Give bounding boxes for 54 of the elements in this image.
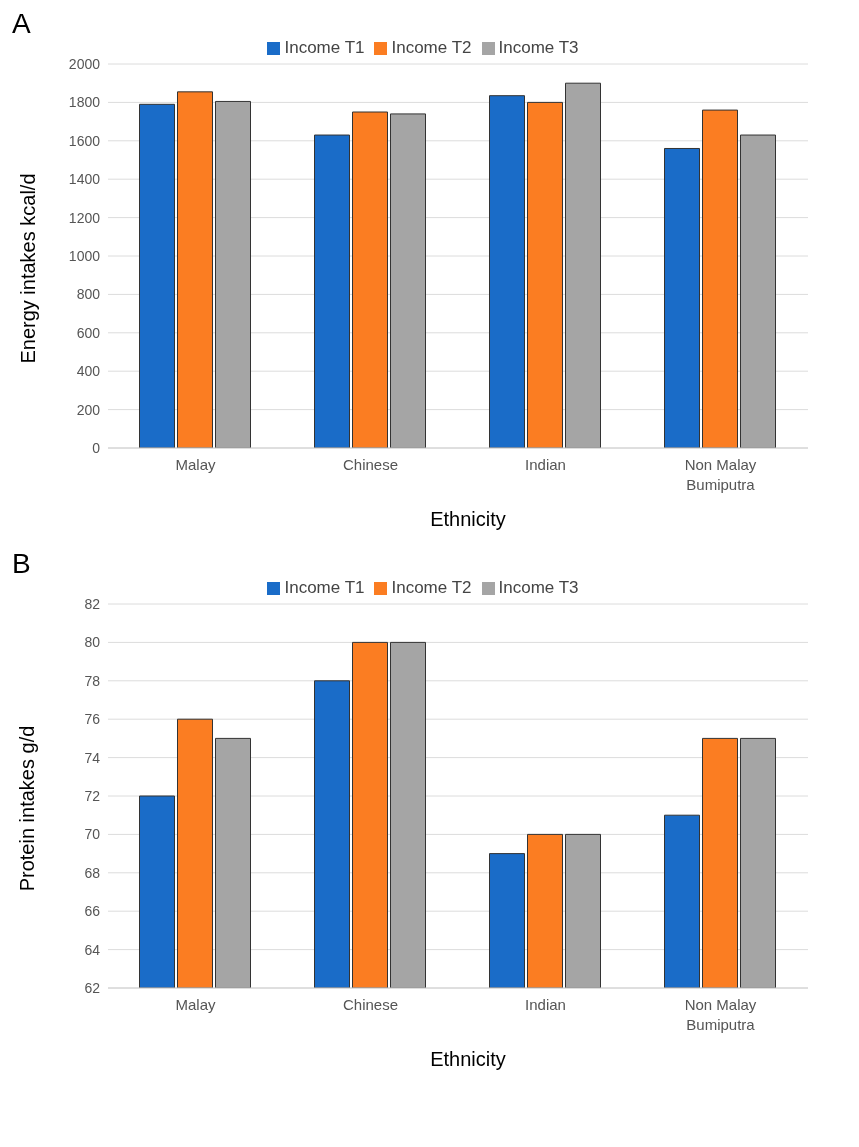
x-tick-label: Malay [175,456,216,473]
bar [390,113,426,448]
legend-label: Income T2 [391,578,472,597]
legend-label: Income T3 [498,578,579,597]
bar [740,134,776,448]
y-tick-label: 2000 [68,55,101,72]
x-axis-title: Ethnicity [429,508,507,531]
y-tick-label: 64 [84,941,101,958]
y-tick-label: 600 [76,324,101,341]
x-tick-label: Malay [175,996,216,1013]
y-tick-label: 200 [76,401,101,418]
bar [527,101,563,448]
legend-label: Income T3 [498,38,579,57]
x-tick-label: Non Malay Bumiputra [684,996,757,1033]
y-tick-label: 82 [84,595,101,612]
x-tick-label: Non Malay Bumiputra [684,456,757,493]
y-tick-label: 800 [76,286,101,303]
y-axis-title: Protein intakes g/d [16,725,40,891]
bar [314,134,350,448]
y-tick-label: 62 [84,979,101,996]
bar [352,111,388,448]
x-tick-label: Chinese [342,996,399,1013]
y-tick-label: 1400 [68,171,101,188]
y-tick-label: 0 [92,439,101,456]
y-tick-label: 78 [84,672,101,689]
y-tick-label: 74 [84,749,101,766]
y-tick-label: 72 [84,787,101,804]
bar [215,100,251,448]
y-tick-label: 1800 [68,94,101,111]
legend-label: Income T2 [391,38,472,57]
y-tick-label: 70 [84,826,101,843]
x-axis-title: Ethnicity [429,1048,507,1071]
y-tick-label: 400 [76,363,101,380]
bar [565,82,601,448]
chart-title: A [12,8,31,40]
bar [664,147,700,448]
y-tick-label: 68 [84,864,101,881]
legend-label: Income T1 [284,38,365,57]
bar [139,103,175,448]
chart-title: B [12,548,31,580]
y-tick-label: 76 [84,711,101,728]
y-tick-label: 80 [84,634,101,651]
y-tick-label: 66 [84,903,101,920]
bar [489,95,525,448]
legend-label: Income T1 [284,578,365,597]
y-axis-title: Energy intakes kcal/d [16,172,40,364]
bar [177,91,213,448]
x-tick-label: Indian [525,456,566,473]
x-tick-label: Indian [525,996,566,1013]
bar [702,109,738,448]
y-tick-label: 1200 [68,209,101,226]
y-tick-label: 1000 [68,247,101,264]
x-tick-label: Chinese [342,456,399,473]
y-tick-label: 1600 [68,132,101,149]
